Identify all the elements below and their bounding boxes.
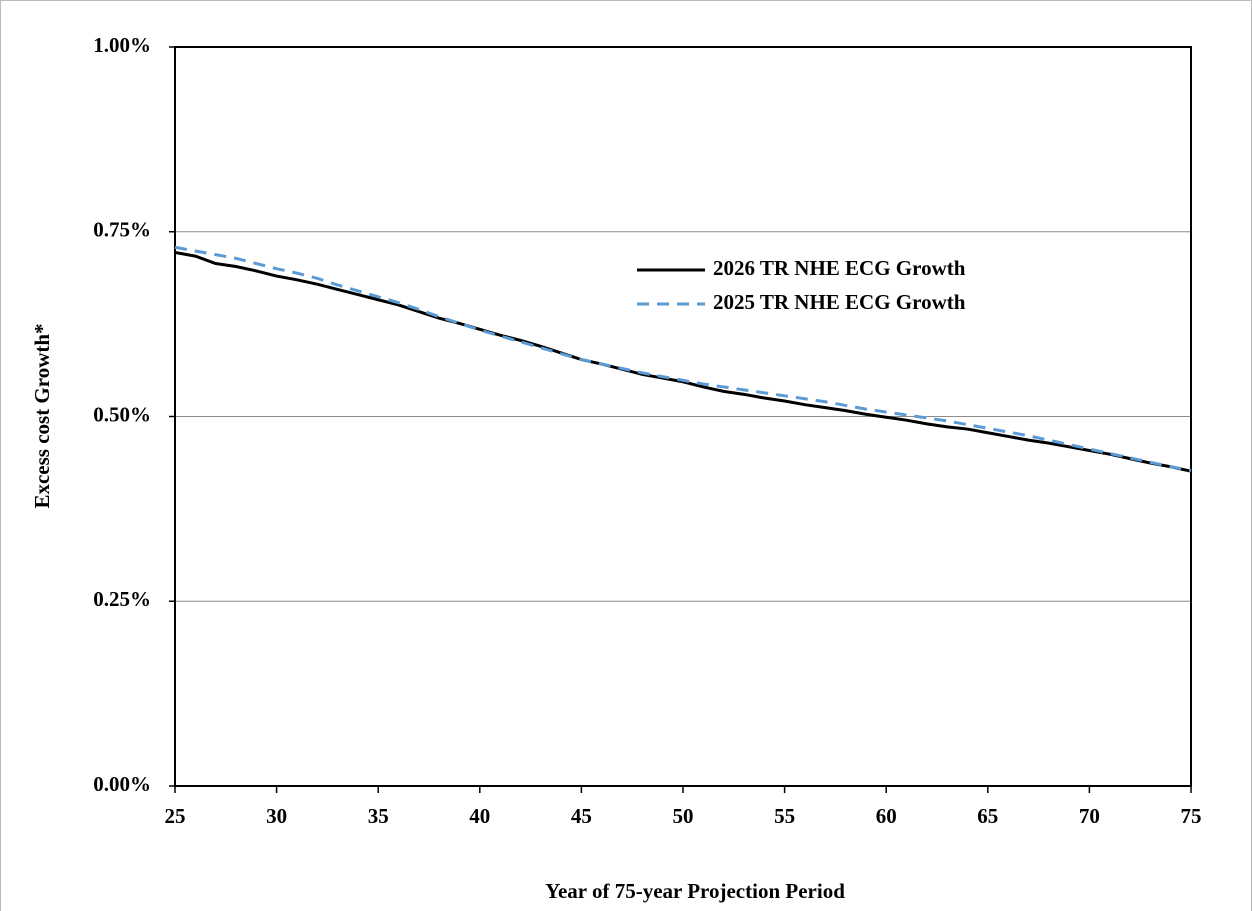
x-tick-label: 60 <box>876 804 897 828</box>
y-tick-label: 0.75% <box>93 218 151 242</box>
x-tick-label: 30 <box>266 804 287 828</box>
x-tick-label: 65 <box>977 804 998 828</box>
x-tick-label: 40 <box>469 804 490 828</box>
x-axis-label: Year of 75-year Projection Period <box>545 879 845 903</box>
x-tick-label: 25 <box>165 804 186 828</box>
y-tick-label: 1.00% <box>93 33 151 57</box>
plot-area <box>174 46 1192 787</box>
x-tick-label: 50 <box>673 804 694 828</box>
x-tick-label: 55 <box>774 804 795 828</box>
y-tick-label: 0.00% <box>93 772 151 796</box>
y-axis-label: Excess cost Growth* <box>30 323 54 508</box>
x-tick-label: 70 <box>1079 804 1100 828</box>
x-tick-label: 45 <box>571 804 592 828</box>
y-tick-label: 0.50% <box>93 402 151 426</box>
series-line <box>174 245 1192 472</box>
x-tick-label: 35 <box>368 804 389 828</box>
legend-label: 2025 TR NHE ECG Growth <box>713 290 966 314</box>
x-tick-label: 75 <box>1181 804 1202 828</box>
legend-label: 2026 TR NHE ECG Growth <box>713 256 966 280</box>
y-tick-label: 0.25% <box>93 587 151 611</box>
